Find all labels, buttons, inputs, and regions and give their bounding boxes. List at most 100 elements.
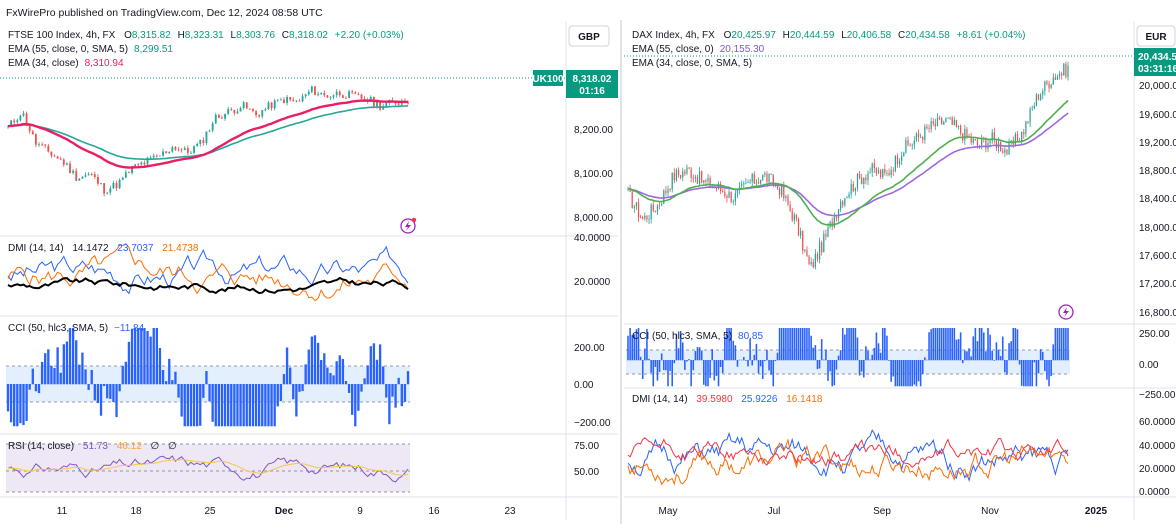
- candle-body: [1048, 83, 1050, 89]
- candle-body: [785, 196, 787, 199]
- dax-chart-panel[interactable]: DAX Index, 4h, FX O20,425.97 H20,444.59 …: [624, 22, 1176, 520]
- cci-bar: [869, 359, 871, 361]
- dax-dmi-pane[interactable]: [627, 429, 1069, 486]
- cci-bar: [99, 384, 103, 416]
- ftse-rsi-legend[interactable]: RSI (14, close) 51.73 46.12 ∅ ∅: [8, 441, 177, 452]
- cci-bar: [972, 336, 975, 361]
- cci-bar: [907, 360, 909, 387]
- cci-bar: [865, 346, 867, 361]
- cci-bar: [968, 348, 970, 361]
- candle-body: [298, 100, 301, 102]
- cci-bar: [911, 360, 913, 387]
- cci-bar: [871, 354, 873, 361]
- dax-chart-svg[interactable]: DAX Index, 4h, FX O20,425.97 H20,444.59 …: [624, 22, 1176, 520]
- candle-body: [730, 191, 732, 203]
- cci-bar: [282, 374, 286, 385]
- cci-bar: [1023, 360, 1025, 387]
- dax-price-pane[interactable]: [627, 61, 1069, 270]
- candle-body: [970, 137, 972, 143]
- candle-body: [131, 165, 133, 173]
- cci-bar: [768, 360, 770, 371]
- dax-cci-legend[interactable]: CCI (50, hlc3, SMA, 5) 80.85: [632, 331, 763, 342]
- candle-body: [1040, 94, 1042, 100]
- cci-bar: [137, 328, 140, 385]
- cci-bar: [743, 357, 745, 361]
- candle-body: [103, 183, 106, 194]
- ftse-cci-pane[interactable]: [6, 328, 410, 427]
- candle-body: [137, 164, 140, 166]
- dax-legend-ema34[interactable]: EMA (34, close, 0, SMA, 5): [632, 58, 752, 69]
- cci-bar: [797, 328, 800, 361]
- candle-body: [722, 190, 724, 193]
- candle-body: [134, 164, 137, 166]
- price-axis-label: 19,600.00: [1139, 110, 1176, 121]
- cci-axis-label: −200.00: [574, 418, 611, 429]
- cci-bar: [747, 360, 749, 367]
- candle-body: [351, 91, 354, 93]
- candle-body: [930, 121, 932, 130]
- cci-bar: [304, 364, 307, 385]
- cci-bar: [917, 360, 920, 382]
- cci-bar: [161, 370, 165, 385]
- ftse-chart-panel[interactable]: FTSE 100 Index, 4h, FX O8,315.82 H8,323.…: [0, 22, 618, 520]
- cci-bar: [378, 344, 382, 385]
- dax-cci-pane[interactable]: [626, 328, 1070, 387]
- cci-bar: [686, 360, 688, 362]
- candle-body: [867, 173, 869, 181]
- cci-bar: [335, 361, 338, 385]
- price-axis-label: 19,200.00: [1139, 138, 1176, 149]
- ftse-legend-ema34[interactable]: EMA (34, close) 8,310.94: [8, 58, 124, 69]
- ftse-legend-ema55[interactable]: EMA (55, close, 0, SMA, 5) 8,299.51: [8, 44, 173, 55]
- candle-body: [709, 177, 711, 189]
- cci-bar: [127, 341, 131, 385]
- cci-bar: [858, 360, 861, 376]
- dax-dmi-legend[interactable]: DMI (14, 14) 39.5980 25.9226 16.1418: [632, 394, 823, 405]
- cci-bar: [301, 384, 304, 392]
- candle-body: [964, 128, 966, 141]
- candle-body: [804, 249, 806, 251]
- ftse-cci-legend[interactable]: CCI (50, hlc3, SMA, 5) −11.84: [8, 323, 145, 334]
- cci-bar: [403, 384, 407, 402]
- cci-bar: [332, 375, 335, 385]
- cci-bar: [1008, 343, 1010, 361]
- cci-bar: [677, 348, 680, 361]
- cci-bar: [270, 384, 273, 427]
- candle-body: [898, 160, 901, 165]
- cci-bar: [778, 328, 781, 361]
- ftse-price-pane[interactable]: [7, 85, 409, 197]
- cci-bar: [344, 381, 348, 385]
- eur-currency-badge[interactable]: [1136, 25, 1176, 47]
- panel-divider[interactable]: [620, 20, 622, 524]
- lightning-icon[interactable]: [1058, 304, 1074, 320]
- candle-body: [991, 132, 993, 141]
- candle-body: [93, 174, 96, 178]
- candle-body: [915, 133, 918, 141]
- candle-body: [871, 163, 873, 173]
- cci-bar: [983, 332, 985, 361]
- candle-body: [844, 198, 846, 206]
- gbp-currency-badge[interactable]: [568, 25, 610, 47]
- candle-body: [174, 147, 177, 150]
- cci-bar: [726, 328, 728, 361]
- cci-bar: [264, 384, 267, 427]
- cci-bar: [915, 360, 918, 387]
- ftse-dmi-pane[interactable]: [7, 242, 409, 302]
- cci-bar: [1048, 360, 1050, 387]
- cci-bar: [1052, 344, 1055, 361]
- candle-body: [705, 180, 707, 182]
- candle-body: [47, 145, 50, 152]
- lightning-icon[interactable]: [400, 218, 416, 234]
- ftse-dmi-legend[interactable]: DMI (14, 14) 14.1472 23.7037 21.4738: [8, 243, 199, 254]
- cci-bar: [892, 360, 895, 377]
- cci-bar: [1037, 360, 1040, 374]
- cci-bar: [295, 384, 298, 417]
- cci-bar: [938, 328, 941, 361]
- candle-body: [248, 108, 251, 110]
- candle-body: [966, 128, 968, 137]
- ftse-chart-svg[interactable]: FTSE 100 Index, 4h, FX O8,315.82 H8,323.…: [0, 22, 618, 520]
- cci-bar: [338, 355, 341, 385]
- candle-body: [112, 182, 115, 189]
- ftse-rsi-pane[interactable]: [6, 443, 410, 493]
- dax-legend-ema55[interactable]: EMA (55, close, 0) 20,155.30: [632, 44, 765, 55]
- candle-body: [688, 167, 690, 169]
